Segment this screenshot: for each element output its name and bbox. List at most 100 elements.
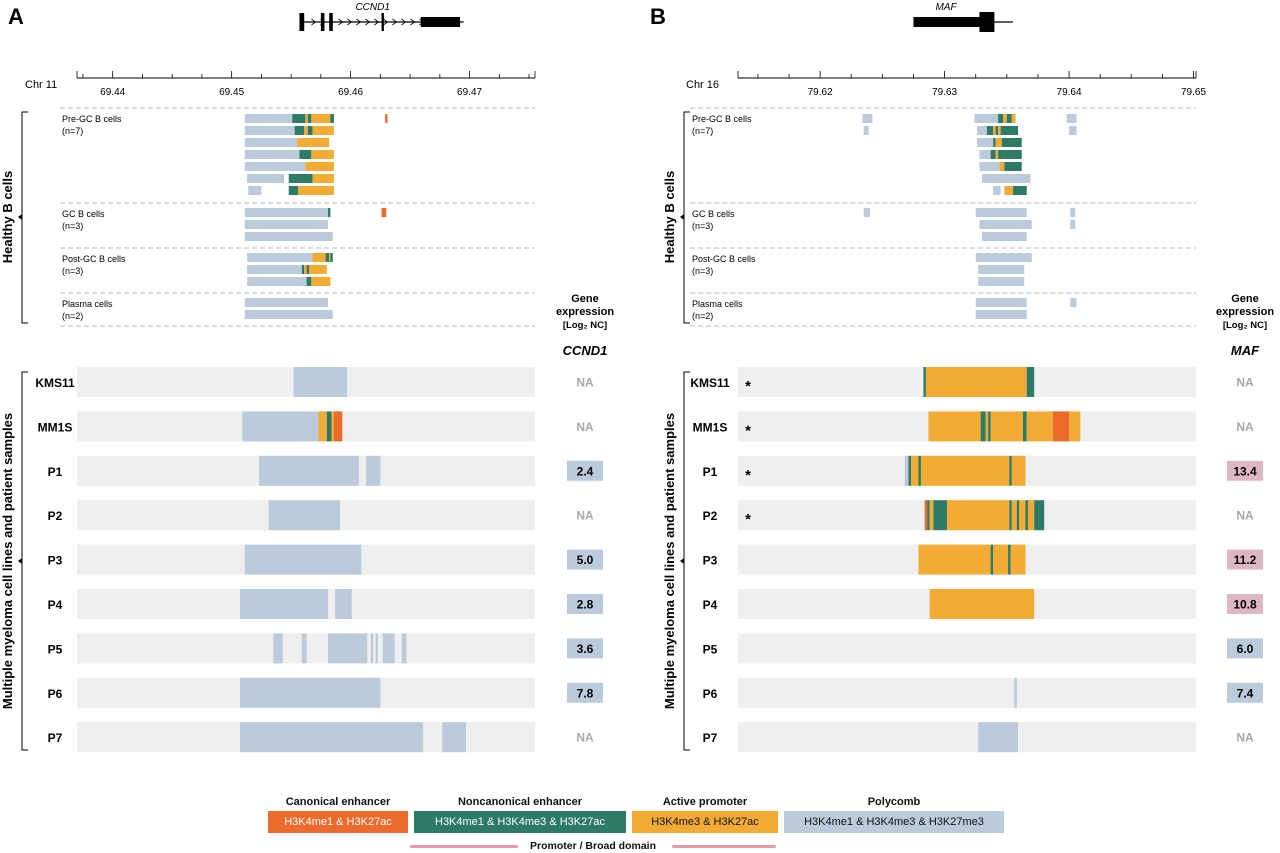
sample-name: MM1S <box>38 420 73 434</box>
sample-segment <box>908 455 911 486</box>
sample-segment <box>375 633 378 664</box>
healthy-segment <box>1069 126 1077 135</box>
healthy-segment <box>998 126 1001 135</box>
healthy-segment <box>305 162 334 171</box>
sample-segment <box>293 367 348 397</box>
healthy-segment <box>993 126 996 135</box>
group-name-label: GC B cells <box>692 209 735 219</box>
expression-value: NA <box>1236 420 1254 434</box>
sample-segment <box>1019 500 1026 531</box>
healthy-segment <box>244 162 306 171</box>
expression-header-units: [Log₂ NC] <box>1223 320 1267 331</box>
expression-value: NA <box>576 731 594 745</box>
group-name-label: Post-GC B cells <box>62 254 126 264</box>
axis-tick-label: 79.64 <box>1057 87 1082 98</box>
sample-segment <box>1026 367 1035 397</box>
axis-tick-label: 69.46 <box>338 87 363 98</box>
healthy-segment <box>247 265 302 274</box>
group-name-label: Plasma cells <box>62 299 113 309</box>
strand-arrow <box>401 18 407 26</box>
healthy-segment <box>305 114 308 123</box>
sample-segment <box>929 589 1035 619</box>
healthy-segment <box>288 174 313 183</box>
gene-exon <box>320 13 325 31</box>
sample-segment <box>923 367 926 397</box>
sample-name: P5 <box>703 642 718 656</box>
sample-name: P3 <box>703 554 718 568</box>
mm-samples-label: Multiple myeloma cell lines and patient … <box>0 413 15 709</box>
sample-segment <box>918 455 921 486</box>
sample-segment <box>333 411 343 442</box>
expression-value: 2.8 <box>577 598 594 612</box>
gene-name-label: MAF <box>935 2 957 13</box>
significance-star: * <box>745 378 751 395</box>
sample-name: KMS11 <box>690 376 730 390</box>
expression-badge <box>567 594 603 614</box>
expression-header-line1: Gene <box>1231 293 1259 305</box>
sample-segment <box>988 411 991 442</box>
sample-segment <box>927 500 930 531</box>
expression-header-line2: expression <box>556 306 614 318</box>
healthy-segment <box>244 126 295 135</box>
group-count-label: (n=3) <box>62 221 83 231</box>
expression-value: NA <box>576 420 594 434</box>
sample-segment <box>929 500 934 531</box>
sample-name: P3 <box>48 554 63 568</box>
sample-name: P1 <box>48 465 63 479</box>
healthy-segment <box>330 114 334 123</box>
healthy-segment <box>1013 186 1027 195</box>
sample-segment <box>442 722 467 753</box>
sample-segment <box>928 411 981 442</box>
sample-segment <box>382 633 395 664</box>
healthy-segment <box>307 114 312 123</box>
legend-title: Canonical enhancer <box>285 796 391 808</box>
healthy-segment <box>1000 126 1019 135</box>
sample-segment <box>1014 677 1017 708</box>
healthy-segment <box>247 174 284 183</box>
sample-segment <box>924 500 928 531</box>
legend-item-canonical-enhancer: Canonical enhancer H3K4me1 & H3K27ac <box>268 795 408 833</box>
healthy-b-cells-label: Healthy B cells <box>0 171 15 264</box>
sample-segment <box>242 411 319 442</box>
sample-segment <box>366 455 381 486</box>
strand-arrow <box>419 18 425 26</box>
healthy-segment <box>244 138 298 147</box>
healthy-segment <box>244 114 293 123</box>
healthy-segment <box>979 150 991 159</box>
sample-segment <box>978 722 1019 753</box>
healthy-segment <box>1003 150 1022 159</box>
group-name-label: Post-GC B cells <box>692 254 756 264</box>
axis-tick-label: 79.63 <box>932 87 957 98</box>
expression-badge <box>567 549 603 570</box>
sample-segment <box>301 633 307 664</box>
strand-arrow <box>347 18 353 26</box>
healthy-segment <box>244 310 333 319</box>
strand-arrow <box>338 18 344 26</box>
sample-name: P7 <box>703 731 718 745</box>
group-count-label: (n=7) <box>62 126 83 136</box>
sample-segment <box>1027 500 1035 531</box>
bracket-marker <box>18 214 22 220</box>
healthy-segment <box>329 253 331 262</box>
sample-name: P2 <box>48 509 63 523</box>
healthy-segment <box>248 186 262 195</box>
healthy-segment <box>863 208 870 217</box>
expression-header-line2: expression <box>1216 306 1274 318</box>
healthy-bracket <box>21 111 28 324</box>
healthy-segment <box>288 186 299 195</box>
group-count-label: (n=3) <box>692 266 713 276</box>
sample-segment <box>273 633 283 664</box>
sample-segment <box>1011 455 1026 486</box>
legend-title: Active promoter <box>662 796 748 808</box>
significance-star: * <box>745 467 751 484</box>
sample-segment <box>980 411 986 442</box>
healthy-segment <box>993 186 1001 195</box>
healthy-segment <box>1004 162 1022 171</box>
healthy-segment <box>247 253 313 262</box>
expression-header-units: [Log₂ NC] <box>563 320 607 331</box>
healthy-segment <box>311 277 331 286</box>
healthy-segment <box>244 220 329 229</box>
healthy-segment <box>301 265 305 274</box>
strand-arrow <box>329 18 335 26</box>
healthy-segment <box>986 126 994 135</box>
